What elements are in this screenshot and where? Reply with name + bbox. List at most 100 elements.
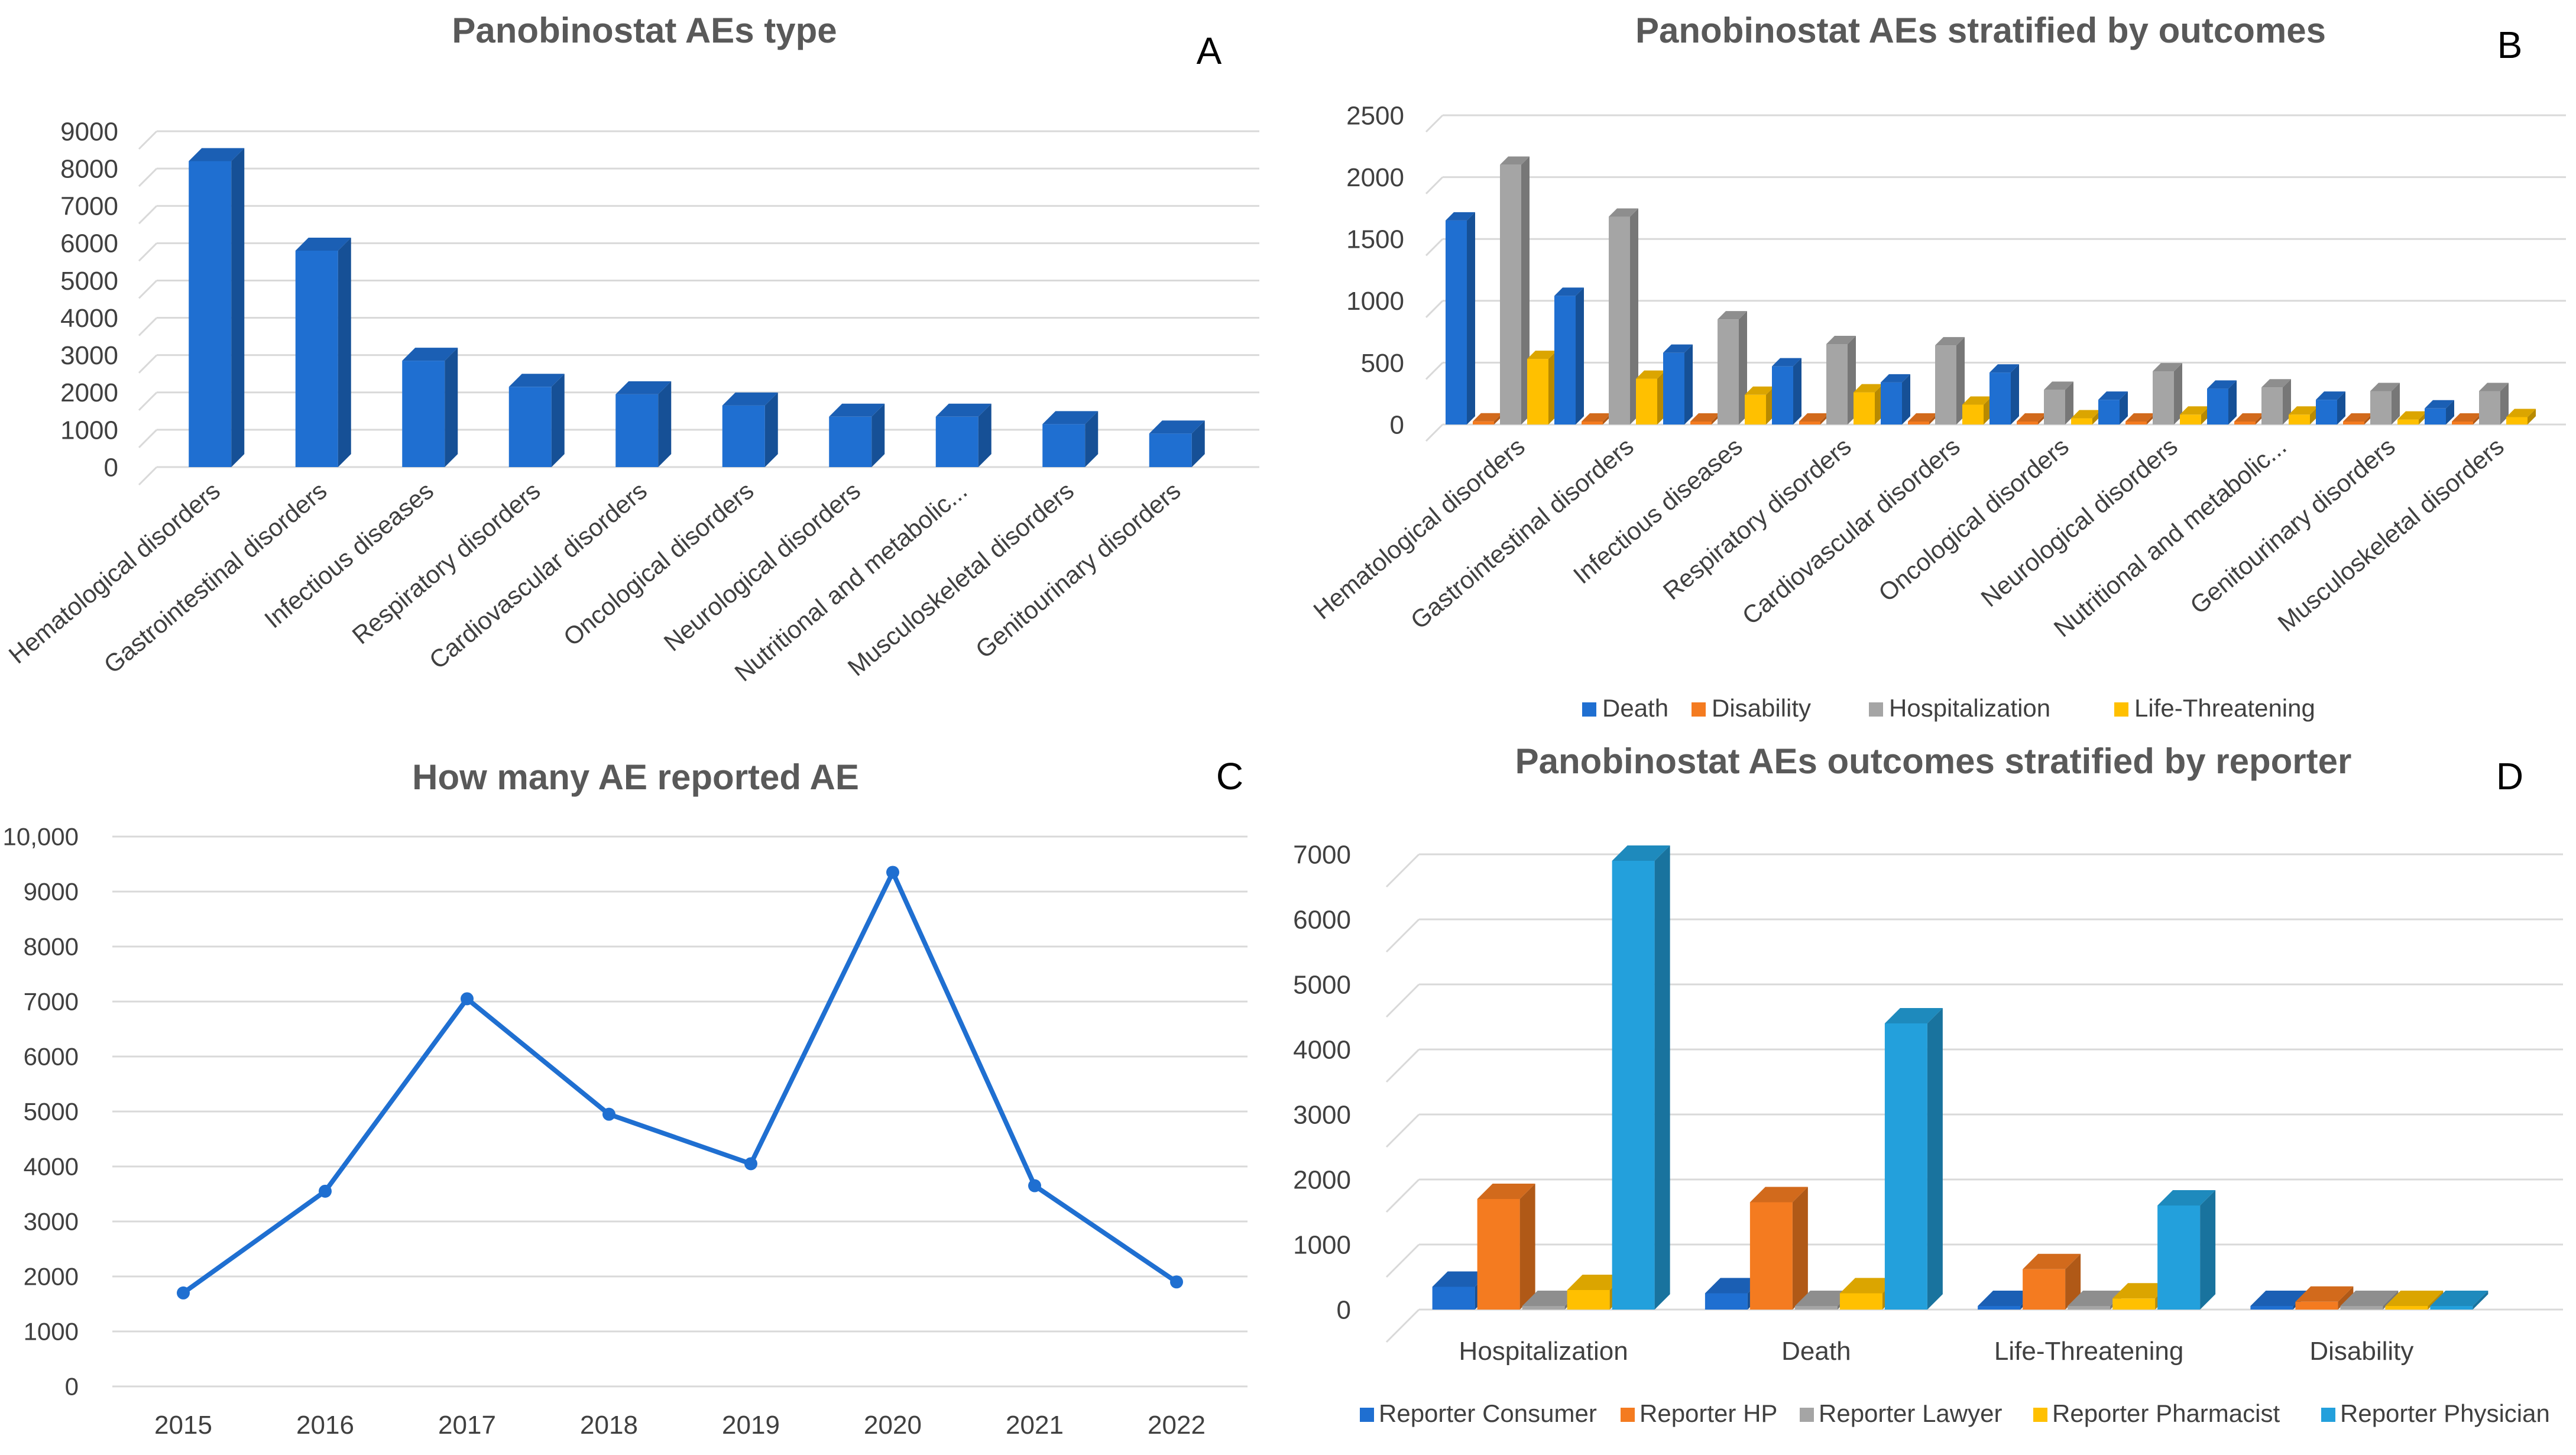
- bar-side: [1927, 1008, 1943, 1310]
- x-tick-label: 2019: [722, 1411, 780, 1440]
- bar-top: [829, 403, 885, 417]
- bar-top: [1908, 413, 1937, 422]
- bar-side: [2200, 1190, 2216, 1310]
- bar-side: [2392, 383, 2400, 424]
- bar-top: [2506, 409, 2536, 417]
- chart-d-gridline-depth: [1385, 1113, 1420, 1148]
- x-tick-label: 2016: [296, 1411, 354, 1440]
- x-tick-label: Genitourinary disorders: [2185, 432, 2400, 620]
- bar-top: [1567, 1275, 1625, 1290]
- bar-side: [231, 148, 245, 467]
- bar: [508, 374, 565, 467]
- bar-front: [2125, 422, 2147, 424]
- bar-side: [2228, 380, 2237, 424]
- bar: [935, 403, 991, 467]
- bar-front: [508, 387, 552, 467]
- legend-swatch: [1869, 702, 1883, 717]
- bar: [1690, 413, 1720, 424]
- bar: [2023, 1253, 2081, 1310]
- bar-front: [1962, 404, 1984, 424]
- bar-top: [1612, 845, 1670, 861]
- legend-label: Reporter Pharmacist: [2052, 1399, 2280, 1427]
- bar-front: [402, 361, 445, 467]
- chart-b-gridline-depth: [1425, 423, 1444, 442]
- panel-label: D: [2496, 755, 2523, 798]
- bar-front: [2506, 417, 2528, 424]
- bar-front: [1612, 861, 1655, 1310]
- bar-top: [2017, 413, 2046, 422]
- chart-a-gridline-depth: [138, 354, 158, 374]
- bar: [2017, 413, 2046, 424]
- bar-front: [2295, 1301, 2338, 1310]
- bar-top: [722, 392, 778, 406]
- bar: [1962, 396, 1992, 424]
- chart-d-ytick-label: 5000: [1293, 970, 1351, 999]
- bar-top: [1500, 156, 1530, 165]
- x-tick-label: Neurological disorders: [659, 477, 866, 657]
- bar: [1636, 370, 1666, 424]
- data-point: [1028, 1179, 1041, 1192]
- chart-d-ytick-label: 3000: [1293, 1100, 1351, 1129]
- bar-top: [2370, 383, 2400, 391]
- bar: [2425, 400, 2454, 424]
- legend-item: Disability: [1692, 694, 1811, 722]
- bar-top: [1772, 358, 1801, 367]
- chart-c-ytick-label: 2000: [24, 1263, 79, 1291]
- bar-front: [1989, 372, 2011, 424]
- bar-front: [1705, 1293, 1748, 1310]
- bar-front: [1609, 216, 1630, 424]
- bar-top: [1881, 374, 1910, 383]
- data-point: [177, 1286, 190, 1300]
- legend-swatch: [2321, 1408, 2335, 1422]
- bar-front: [2180, 414, 2201, 424]
- bar-front: [1690, 422, 1712, 424]
- x-tick-label: Life-Threatening: [1994, 1337, 2183, 1366]
- bar-front: [2112, 1298, 2156, 1310]
- bar-top: [2343, 413, 2373, 422]
- bar: [1989, 364, 2019, 424]
- chart-c-ytick-label: 7000: [24, 988, 79, 1016]
- bar: [2430, 1291, 2488, 1310]
- bar-top: [2044, 381, 2073, 390]
- bar: [1582, 413, 1611, 424]
- bar-top: [615, 381, 672, 394]
- legend-item: Reporter Consumer: [1360, 1399, 1597, 1427]
- bar-front: [935, 416, 978, 467]
- chart-d-ytick-label: 0: [1337, 1295, 1351, 1324]
- x-tick-label: Cardiovascular disorders: [424, 477, 652, 675]
- legend-item: Reporter Lawyer: [1800, 1399, 2002, 1427]
- x-tick-label: Musculoskeletal disorders: [2272, 432, 2509, 637]
- bar-top: [1477, 1184, 1535, 1199]
- legend-swatch: [1360, 1408, 1374, 1422]
- bar-front: [1567, 1290, 1610, 1310]
- bar-side: [658, 381, 672, 467]
- bar-top: [1718, 311, 1747, 320]
- data-point: [319, 1184, 332, 1198]
- x-tick-label: Hematological disorders: [4, 477, 225, 669]
- bar-front: [2397, 419, 2419, 424]
- bar-front: [2157, 1206, 2201, 1310]
- chart-d-gridline-depth: [1385, 983, 1420, 1018]
- bar-side: [2500, 383, 2509, 424]
- bar-top: [2479, 383, 2509, 391]
- chart-d-ytick-label: 2000: [1293, 1165, 1351, 1194]
- bar: [1826, 336, 1856, 424]
- bar: [1612, 845, 1670, 1310]
- bar-side: [1630, 208, 1638, 424]
- chart-b-ytick-label: 1500: [1346, 225, 1404, 254]
- bar: [1500, 156, 1530, 424]
- bar-top: [2068, 1291, 2126, 1306]
- bar-front: [2153, 371, 2174, 424]
- bar-top: [189, 148, 245, 161]
- bar-side: [871, 403, 885, 467]
- bar-front: [2385, 1306, 2428, 1310]
- bar-top: [1432, 1271, 1490, 1287]
- chart-a-gridline-depth: [138, 280, 158, 299]
- bar: [2397, 411, 2427, 424]
- bar-top: [2071, 410, 2101, 419]
- bar: [1881, 374, 1910, 424]
- bar: [1884, 1008, 1943, 1310]
- bar-side: [1576, 287, 1584, 424]
- bar-side: [1521, 156, 1530, 424]
